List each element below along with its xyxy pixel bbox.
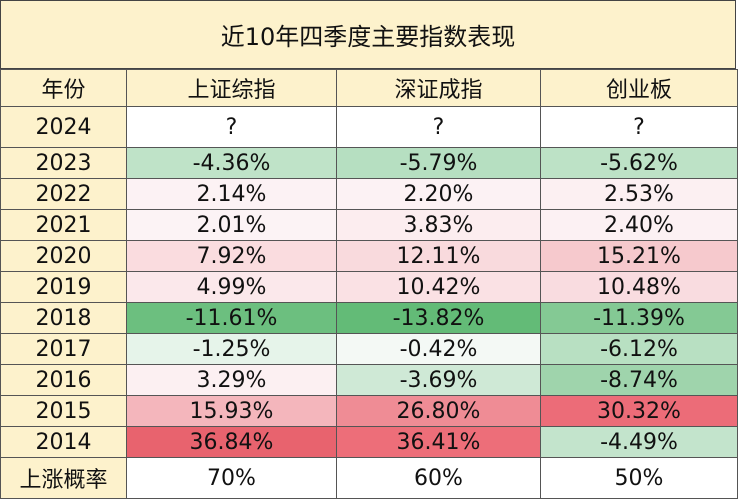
shanghai-cell: 36.84% <box>126 426 337 458</box>
shanghai-probability: 70% <box>126 457 337 499</box>
shanghai-cell: 3.29% <box>126 364 337 396</box>
table-row: 2016 3.29% -3.69% -8.74% <box>0 364 738 396</box>
year-cell: 2020 <box>0 240 127 272</box>
header-row: 年份 上证综指 深证成指 创业板 <box>0 69 738 107</box>
chinext-cell: 2.53% <box>540 178 738 210</box>
table-row: 2015 15.93% 26.80% 30.32% <box>0 395 738 427</box>
chinext-cell: 10.48% <box>540 271 738 303</box>
year-cell: 2021 <box>0 209 127 241</box>
shenzhen-cell: -3.69% <box>336 364 541 396</box>
shanghai-cell: 7.92% <box>126 240 337 272</box>
table-row: 2020 7.92% 12.11% 15.21% <box>0 240 738 272</box>
shenzhen-cell: -13.82% <box>336 302 541 334</box>
shenzhen-cell: -5.79% <box>336 147 541 179</box>
year-cell: 2022 <box>0 178 127 210</box>
chinext-cell: -5.62% <box>540 147 738 179</box>
shenzhen-cell: 26.80% <box>336 395 541 427</box>
chinext-probability: 50% <box>540 457 738 499</box>
header-year: 年份 <box>0 69 127 107</box>
shanghai-cell: ? <box>126 106 337 148</box>
table-row: 2019 4.99% 10.42% 10.48% <box>0 271 738 303</box>
chinext-cell: -6.12% <box>540 333 738 365</box>
shenzhen-cell: 12.11% <box>336 240 541 272</box>
shenzhen-cell: 2.20% <box>336 178 541 210</box>
header-shanghai-composite: 上证综指 <box>126 69 337 107</box>
shenzhen-cell: 36.41% <box>336 426 541 458</box>
chinext-cell: ? <box>540 106 738 148</box>
year-cell: 2016 <box>0 364 127 396</box>
chinext-cell: -8.74% <box>540 364 738 396</box>
table-row: 2017 -1.25% -0.42% -6.12% <box>0 333 738 365</box>
header-shenzhen-component: 深证成指 <box>336 69 541 107</box>
year-cell: 2024 <box>0 106 127 148</box>
table-row: 2018 -11.61% -13.82% -11.39% <box>0 302 738 334</box>
rise-probability-row: 上涨概率 70% 60% 50% <box>0 457 738 499</box>
shanghai-cell: 4.99% <box>126 271 337 303</box>
chinext-cell: 2.40% <box>540 209 738 241</box>
table-row: 2014 36.84% 36.41% -4.49% <box>0 426 738 458</box>
chinext-cell: 30.32% <box>540 395 738 427</box>
year-cell: 2015 <box>0 395 127 427</box>
shenzhen-probability: 60% <box>336 457 541 499</box>
chinext-cell: 15.21% <box>540 240 738 272</box>
shanghai-cell: 2.01% <box>126 209 337 241</box>
shenzhen-cell: 10.42% <box>336 271 541 303</box>
table-title: 近10年四季度主要指数表现 <box>0 0 736 69</box>
year-cell: 2014 <box>0 426 127 458</box>
table-row: 2023 -4.36% -5.79% -5.62% <box>0 147 738 179</box>
chinext-cell: -11.39% <box>540 302 738 334</box>
table-row: 2021 2.01% 3.83% 2.40% <box>0 209 738 241</box>
chinext-cell: -4.49% <box>540 426 738 458</box>
table-row: 2024 ? ? ? <box>0 106 738 148</box>
shenzhen-cell: -0.42% <box>336 333 541 365</box>
header-chinext: 创业板 <box>540 69 738 107</box>
shanghai-cell: 2.14% <box>126 178 337 210</box>
rise-probability-label: 上涨概率 <box>0 457 127 499</box>
shenzhen-cell: 3.83% <box>336 209 541 241</box>
shanghai-cell: 15.93% <box>126 395 337 427</box>
year-cell: 2023 <box>0 147 127 179</box>
year-cell: 2017 <box>0 333 127 365</box>
shanghai-cell: -1.25% <box>126 333 337 365</box>
table-row: 2022 2.14% 2.20% 2.53% <box>0 178 738 210</box>
year-cell: 2019 <box>0 271 127 303</box>
performance-table: 年份 上证综指 深证成指 创业板 2024 ? ? ? 2023 -4.36% … <box>0 69 738 499</box>
shanghai-cell: -4.36% <box>126 147 337 179</box>
shanghai-cell: -11.61% <box>126 302 337 334</box>
shenzhen-cell: ? <box>336 106 541 148</box>
year-cell: 2018 <box>0 302 127 334</box>
